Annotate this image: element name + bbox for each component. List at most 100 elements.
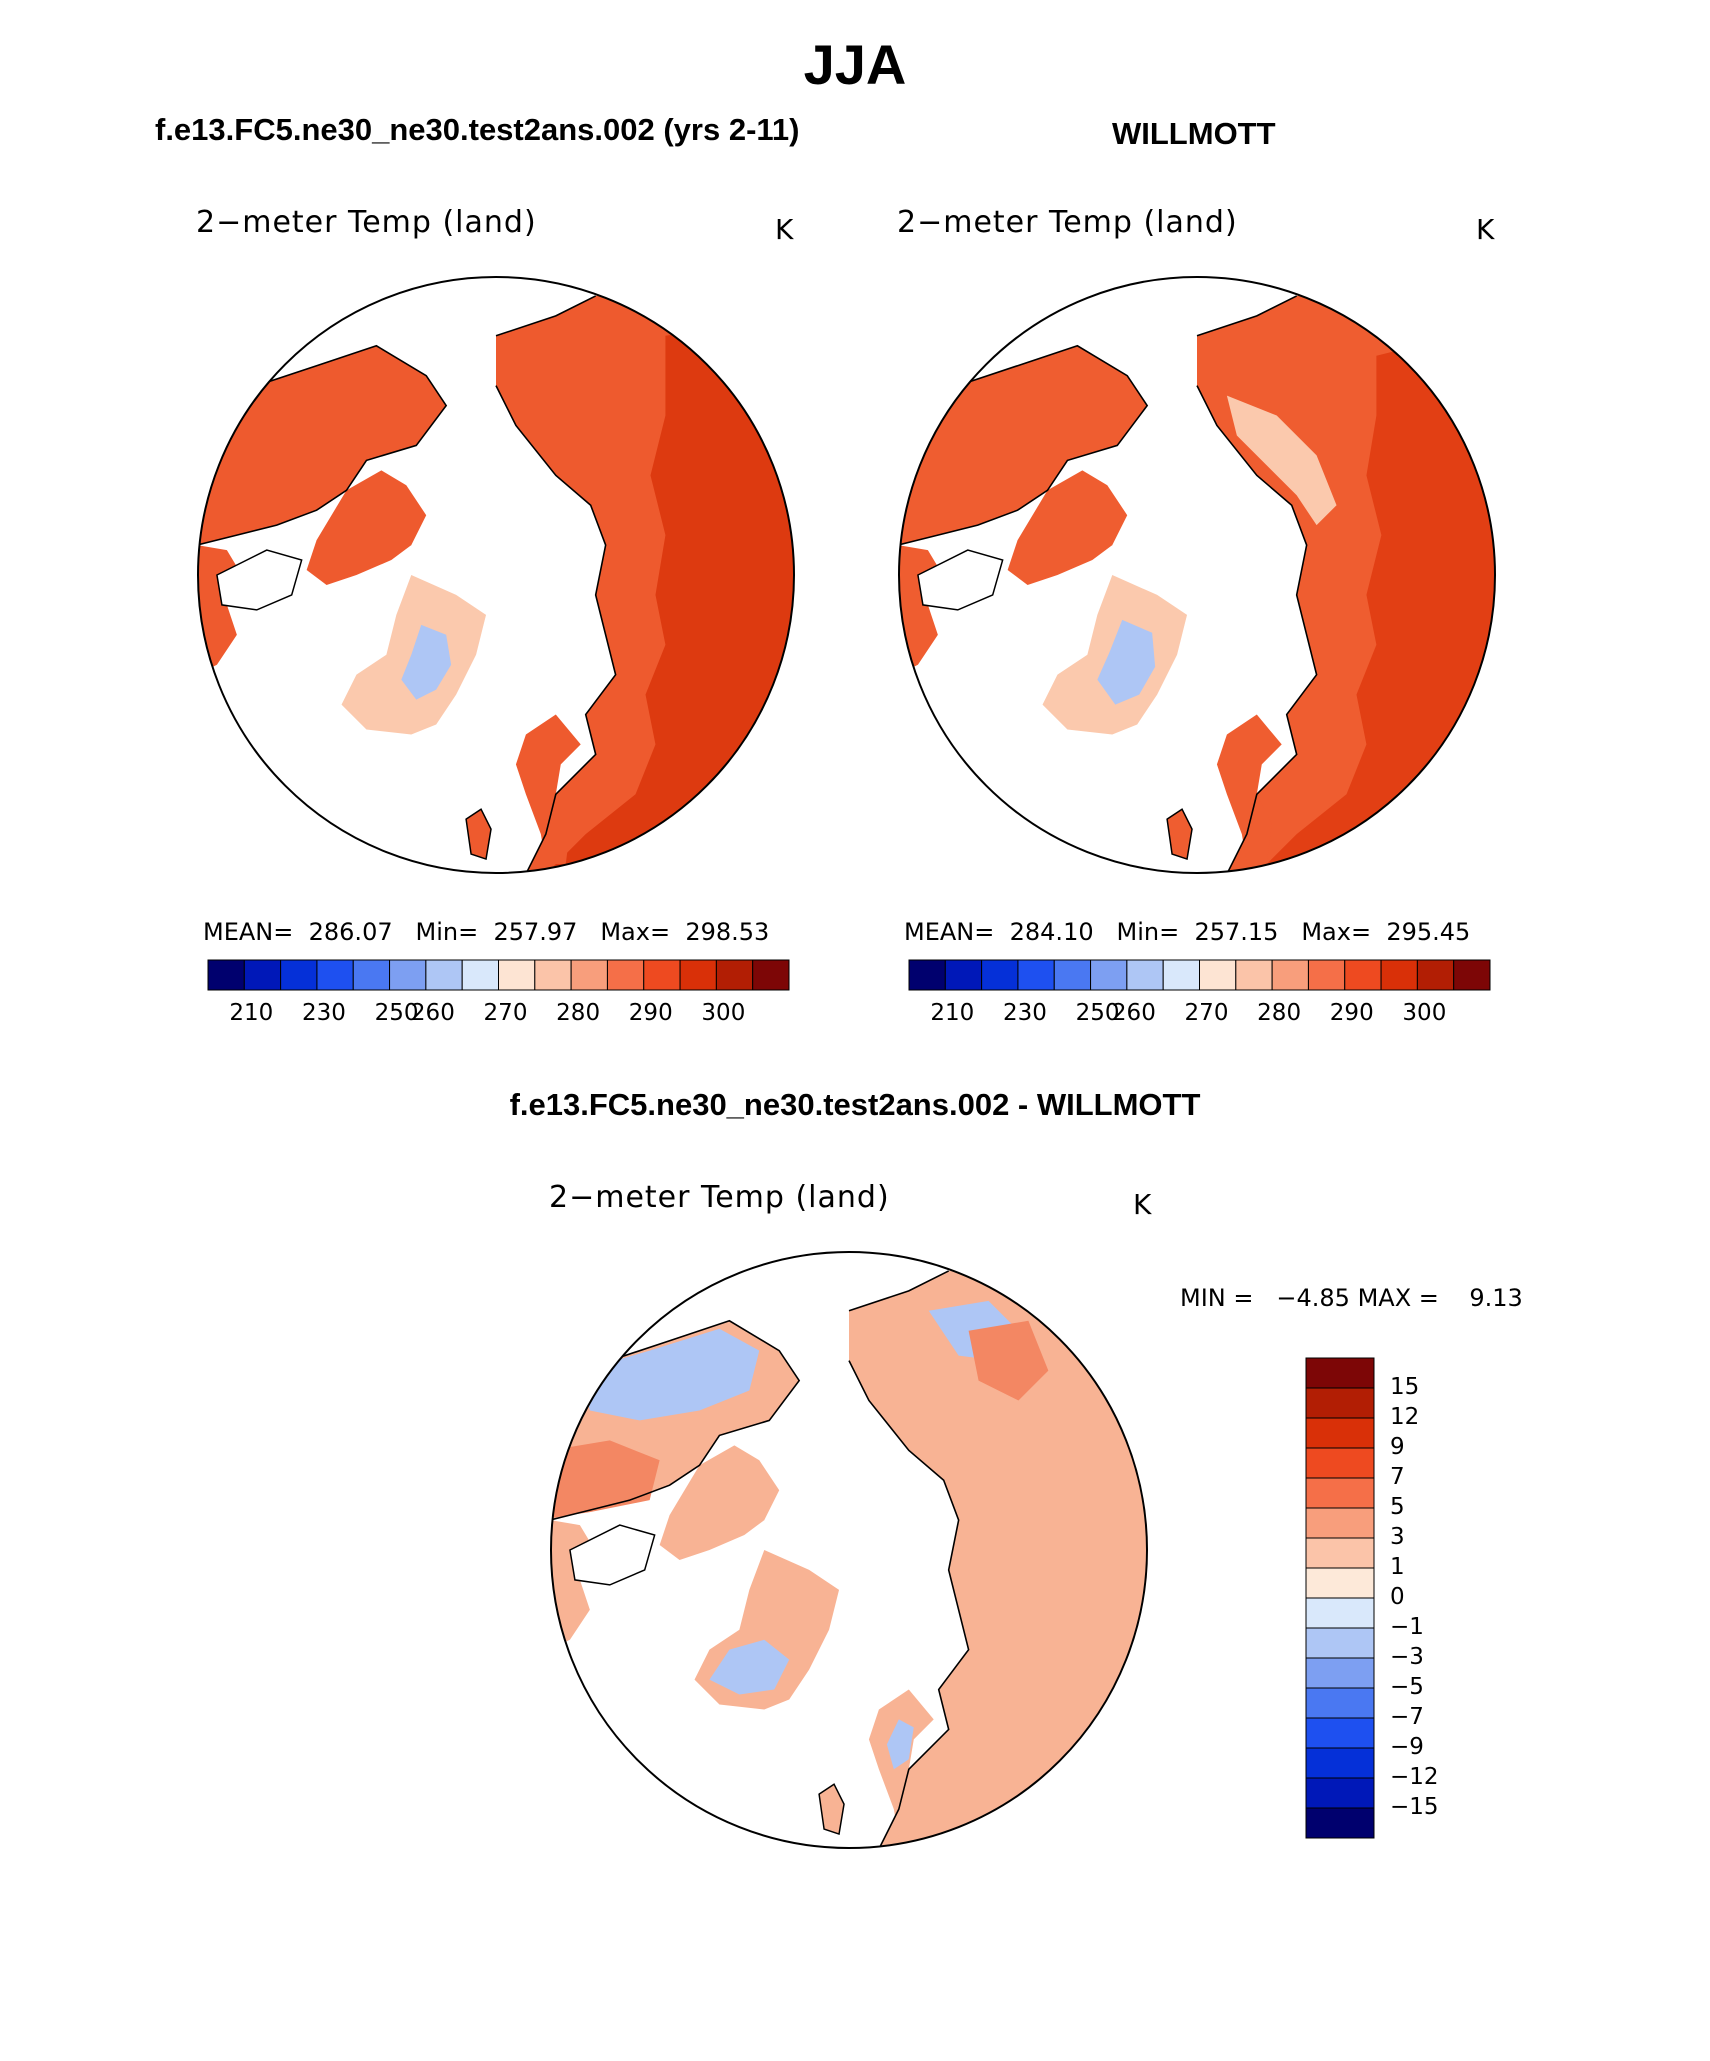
scandinavia-land: [515, 714, 581, 865]
diff-colorbar-tick-label: 7: [1390, 1464, 1405, 1490]
obs-colorbar-swatch: [1235, 959, 1273, 991]
diff-colorbar-swatch: [1305, 1357, 1375, 1389]
model-colorbar-swatch: [498, 959, 536, 991]
scandinavia-blue: [886, 1719, 914, 1770]
diff-colorbar-swatch: [1305, 1717, 1375, 1749]
diff-colorbar-tick-label: 9: [1390, 1434, 1405, 1460]
obs-colorbar-swatch: [1090, 959, 1128, 991]
obs-colorbar-swatch: [1307, 959, 1346, 991]
obs-colorbar-labels: 210 230 250 260 270 280 290 300: [909, 1000, 1490, 1030]
diff-panel-title: f.e13.FC5.ne30_ne30.test2ans.002 - WILLM…: [509, 1087, 1201, 1122]
diff-colorbar-swatch: [1305, 1687, 1375, 1719]
diff-colorbar-swatch: [1305, 1747, 1375, 1779]
model-colorbar-swatch: [752, 959, 790, 991]
model-colorbar-swatch: [715, 959, 754, 991]
obs-colorbar-swatch: [1416, 959, 1455, 991]
obs-colorbar-swatch: [1344, 959, 1382, 991]
obs-colorbar-swatch: [1271, 959, 1309, 991]
diff-colorbar-tick-label: −15: [1390, 1794, 1439, 1820]
obs-colorbar-swatch: [908, 959, 946, 991]
model-colorbar-swatch: [643, 959, 681, 991]
model-map: [197, 276, 795, 874]
obs-colorbar-tick-label: 210: [930, 1000, 975, 1026]
diff-stats: MIN = −4.85 MAX = 9.13: [1180, 1284, 1523, 1312]
diff-colorbar-tick-label: −12: [1390, 1764, 1439, 1790]
model-colorbar-swatch: [207, 959, 245, 991]
diff-colorbar-swatch: [1305, 1567, 1375, 1599]
obs-colorbar-swatch: [1126, 959, 1164, 991]
model-colorbar-swatch: [606, 959, 645, 991]
obs-colorbar-tick-label: 290: [1329, 1000, 1374, 1026]
diff-units: K: [1133, 1188, 1152, 1221]
diff-colorbar-tick-label: −9: [1390, 1734, 1424, 1760]
obs-panel-title: WILLMOTT: [1112, 116, 1276, 151]
model-colorbar-swatch: [389, 959, 427, 991]
model-colorbar-swatch: [243, 959, 282, 991]
obs-map: [898, 276, 1496, 874]
obs-colorbar-tick-label: 250: [1075, 1000, 1120, 1026]
eurasia-warm: [1256, 325, 1496, 874]
diff-colorbar-swatch: [1305, 1417, 1375, 1449]
obs-colorbar-tick-label: 230: [1002, 1000, 1047, 1026]
obs-colorbar-tick-label: 300: [1402, 1000, 1447, 1026]
diff-colorbar-swatch: [1305, 1807, 1375, 1839]
obs-variable-title: 2−meter Temp (land): [897, 205, 1238, 240]
obs-colorbar: [908, 959, 1491, 991]
diff-colorbar-swatch: [1305, 1507, 1375, 1539]
model-colorbar-swatch: [534, 959, 572, 991]
model-colorbar-tick-label: 230: [301, 1000, 346, 1026]
model-colorbar-tick-label: 290: [628, 1000, 673, 1026]
model-variable-title: 2−meter Temp (land): [196, 205, 537, 240]
obs-colorbar-swatch: [1453, 959, 1491, 991]
diff-colorbar-tick-label: −1: [1390, 1614, 1424, 1640]
diff-colorbar-tick-label: 5: [1390, 1494, 1405, 1520]
arctic-archipelago: [1007, 470, 1128, 585]
diff-colorbar-swatch: [1305, 1627, 1375, 1659]
model-colorbar-swatch: [316, 959, 354, 991]
obs-colorbar-swatch: [1017, 959, 1055, 991]
diff-colorbar-tick-label: 3: [1390, 1524, 1405, 1550]
obs-colorbar-swatch: [1053, 959, 1092, 991]
model-colorbar: [207, 959, 790, 991]
diff-colorbar-tick-label: −7: [1390, 1704, 1424, 1730]
model-colorbar-tick-label: 210: [229, 1000, 274, 1026]
model-colorbar-swatch: [352, 959, 391, 991]
obs-colorbar-swatch: [1380, 959, 1418, 991]
diff-colorbar-tick-label: −3: [1390, 1644, 1424, 1670]
obs-colorbar-swatch: [1199, 959, 1237, 991]
diff-colorbar-swatch: [1305, 1657, 1375, 1689]
greenland-inner: [401, 624, 452, 700]
north-america-land: [197, 345, 447, 546]
arctic-archipelago: [659, 1445, 780, 1560]
british-isles: [818, 1783, 845, 1836]
diff-colorbar-swatch: [1305, 1537, 1375, 1569]
model-colorbar-tick-label: 270: [483, 1000, 528, 1026]
obs-colorbar-swatch: [981, 959, 1019, 991]
model-colorbar-swatch: [461, 959, 499, 991]
model-colorbar-tick-label: 300: [701, 1000, 746, 1026]
model-colorbar-swatch: [679, 959, 717, 991]
diff-colorbar-swatch: [1305, 1597, 1375, 1629]
obs-colorbar-tick-label: 280: [1257, 1000, 1302, 1026]
scandinavia-land: [1216, 714, 1282, 865]
obs-colorbar-tick-label: 270: [1184, 1000, 1229, 1026]
eurasia-cool-band: [1226, 395, 1337, 526]
british-isles: [1166, 808, 1193, 861]
model-colorbar-swatch: [425, 959, 463, 991]
obs-colorbar-swatch: [944, 959, 983, 991]
obs-stats: MEAN= 284.10 Min= 257.15 Max= 295.45: [904, 918, 1471, 946]
model-colorbar-tick-label: 250: [374, 1000, 419, 1026]
diff-colorbar-swatch: [1305, 1777, 1375, 1809]
british-isles: [465, 808, 492, 861]
obs-colorbar-tick-label: 260: [1111, 1000, 1156, 1026]
diff-map: [550, 1251, 1148, 1849]
model-colorbar-swatch: [570, 959, 608, 991]
north-america-blue: [579, 1328, 760, 1421]
diff-colorbar-tick-label: −5: [1390, 1674, 1424, 1700]
eurasia-warm-patch: [968, 1320, 1049, 1401]
main-title: JJA: [803, 33, 907, 96]
diff-colorbar-tick-label: 0: [1390, 1584, 1405, 1610]
coastline: [550, 1270, 970, 1849]
model-colorbar-tick-label: 280: [556, 1000, 601, 1026]
diff-colorbar-swatch: [1305, 1387, 1375, 1419]
